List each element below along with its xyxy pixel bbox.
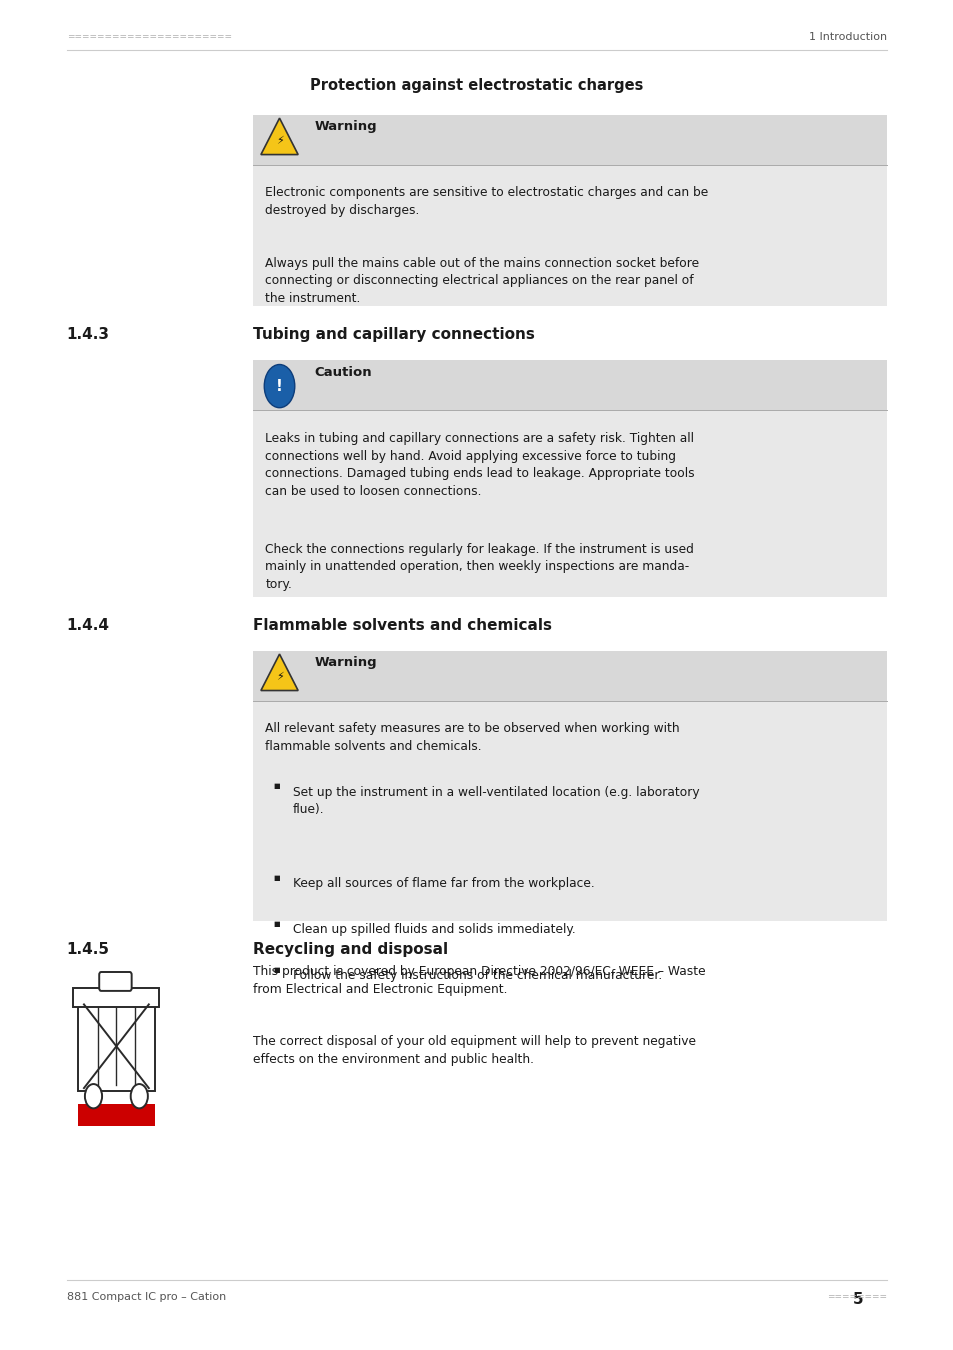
Text: Warning: Warning: [314, 120, 377, 134]
Text: ========: ========: [826, 1292, 886, 1301]
Text: Tubing and capillary connections: Tubing and capillary connections: [253, 327, 534, 342]
FancyBboxPatch shape: [99, 972, 132, 991]
Text: Always pull the mains cable out of the mains connection socket before
connecting: Always pull the mains cable out of the m…: [265, 256, 699, 305]
Text: Electronic components are sensitive to electrostatic charges and can be
destroye: Electronic components are sensitive to e…: [265, 186, 708, 217]
Text: ■: ■: [274, 921, 280, 926]
Text: ■: ■: [274, 875, 280, 880]
FancyBboxPatch shape: [253, 115, 886, 306]
Polygon shape: [261, 119, 297, 154]
Text: Set up the instrument in a well-ventilated location (e.g. laboratory
flue).: Set up the instrument in a well-ventilat…: [293, 786, 699, 817]
Text: 1.4.5: 1.4.5: [67, 942, 110, 957]
Text: This product is covered by European Directive 2002/96/EC, WEEE – Waste
from Elec: This product is covered by European Dire…: [253, 965, 704, 996]
FancyBboxPatch shape: [253, 651, 886, 701]
Text: 1 Introduction: 1 Introduction: [808, 32, 886, 42]
Circle shape: [131, 1084, 148, 1108]
Text: Check the connections regularly for leakage. If the instrument is used
mainly in: Check the connections regularly for leak…: [265, 543, 694, 591]
Text: Caution: Caution: [314, 366, 372, 379]
Circle shape: [85, 1084, 102, 1108]
FancyBboxPatch shape: [253, 360, 886, 597]
Text: 881 Compact IC pro – Cation: 881 Compact IC pro – Cation: [67, 1292, 226, 1301]
Text: Flammable solvents and chemicals: Flammable solvents and chemicals: [253, 618, 551, 633]
Text: Clean up spilled fluids and solids immediately.: Clean up spilled fluids and solids immed…: [293, 923, 575, 937]
Text: Warning: Warning: [314, 656, 377, 670]
Text: 1.4.3: 1.4.3: [67, 327, 110, 342]
FancyBboxPatch shape: [78, 1003, 154, 1091]
Text: ■: ■: [274, 783, 280, 788]
Text: Follow the safety instructions of the chemical manufacturer.: Follow the safety instructions of the ch…: [293, 969, 661, 983]
FancyBboxPatch shape: [73, 988, 159, 1007]
Text: Recycling and disposal: Recycling and disposal: [253, 942, 448, 957]
Text: 1.4.4: 1.4.4: [67, 618, 110, 633]
Polygon shape: [261, 655, 297, 691]
Text: All relevant safety measures are to be observed when working with
flammable solv: All relevant safety measures are to be o…: [265, 722, 679, 753]
Text: Leaks in tubing and capillary connections are a safety risk. Tighten all
connect: Leaks in tubing and capillary connection…: [265, 432, 694, 498]
FancyBboxPatch shape: [253, 360, 886, 410]
Text: ⚡: ⚡: [275, 136, 283, 146]
Text: Keep all sources of flame far from the workplace.: Keep all sources of flame far from the w…: [293, 878, 594, 891]
Circle shape: [264, 364, 294, 408]
Text: !: !: [275, 378, 283, 394]
Text: The correct disposal of your old equipment will help to prevent negative
effects: The correct disposal of your old equipme…: [253, 1035, 695, 1066]
FancyBboxPatch shape: [78, 1104, 154, 1126]
Text: ■: ■: [274, 967, 280, 972]
FancyBboxPatch shape: [253, 651, 886, 921]
Text: ======================: ======================: [67, 32, 232, 42]
Text: Protection against electrostatic charges: Protection against electrostatic charges: [310, 78, 643, 93]
Text: 5: 5: [852, 1292, 862, 1307]
Text: ⚡: ⚡: [275, 672, 283, 682]
FancyBboxPatch shape: [253, 115, 886, 165]
